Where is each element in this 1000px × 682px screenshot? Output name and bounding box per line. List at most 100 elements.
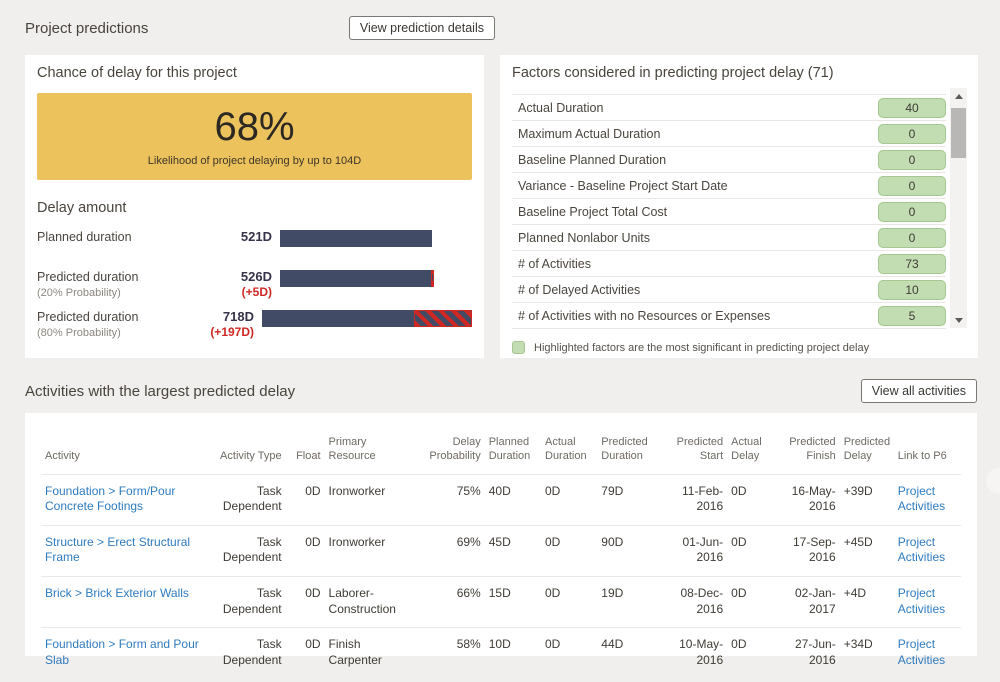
view-all-activities-button[interactable]: View all activities (860, 379, 977, 403)
factor-value-badge: 0 (878, 227, 946, 248)
factors-legend: Highlighted factors are the most signifi… (512, 341, 966, 354)
delay-bar-row: Predicted duration (20% Probability) 526… (37, 269, 472, 309)
delay-row-label: Predicted duration (37, 270, 139, 284)
factors-panel: Factors considered in predicting project… (500, 55, 978, 358)
cell-activity-type: Task Dependent (209, 473, 286, 526)
planned-duration-bar (280, 230, 432, 247)
column-header[interactable]: Predicted Duration (601, 436, 648, 463)
column-header[interactable]: Predicted Start (676, 436, 724, 463)
cell-predicted-start: 01-Jun-2016 (660, 524, 728, 577)
cell-delay-probability: 69% (419, 524, 485, 577)
cell-actual-duration: 0D (541, 473, 598, 526)
factor-label: Baseline Project Total Cost (518, 204, 668, 219)
cell-actual-delay: 0D (727, 627, 777, 679)
activity-link[interactable]: Foundation > Form/Pour Concrete Footings (45, 483, 176, 514)
factor-row: Maximum Actual Duration 0 (512, 121, 946, 147)
delay-probability-banner: 68% Likelihood of project delaying by up… (37, 93, 472, 180)
overrun-hatch (431, 270, 434, 287)
cell-predicted-finish: 27-Jun-2016 (776, 627, 840, 679)
cell-predicted-delay: +34D (839, 627, 894, 679)
column-header[interactable]: Activity Type (220, 450, 282, 463)
factor-value-badge: 40 (878, 97, 946, 118)
chance-of-delay-panel: Chance of delay for this project 68% Lik… (25, 55, 484, 358)
activity-link[interactable]: Structure > Erect Structural Frame (45, 534, 191, 565)
column-header[interactable]: Predicted Finish (789, 436, 836, 463)
cell-predicted-start: 10-May-2016 (660, 627, 728, 679)
factor-label: Variance - Baseline Project Start Date (518, 178, 728, 193)
activity-link[interactable]: Foundation > Form and Pour Slab (45, 637, 199, 667)
column-header[interactable]: Planned Duration (488, 436, 531, 463)
cell-float: 0D (285, 473, 325, 526)
column-header[interactable]: Float (296, 450, 321, 463)
delay-row-value: 521D (240, 229, 272, 244)
project-activities-link[interactable]: Project Activities (897, 637, 946, 667)
view-prediction-details-button[interactable]: View prediction details (348, 16, 495, 40)
factor-row: Baseline Planned Duration 0 (512, 147, 946, 173)
factors-panel-title: Factors considered in predicting project… (512, 65, 834, 81)
delay-row-delta: (+197D) (210, 324, 254, 339)
cell-float: 0D (285, 575, 325, 628)
cell-predicted-duration: 90D (597, 524, 661, 577)
cell-predicted-finish: 02-Jan-2017 (776, 575, 840, 628)
scroll-up-icon[interactable] (950, 88, 967, 104)
factor-label: Planned Nonlabor Units (518, 230, 651, 245)
scroll-down-icon[interactable] (950, 312, 967, 328)
delay-amount-chart: Planned duration 521D Predicted duration… (37, 229, 472, 349)
column-header[interactable]: Link to P6 (897, 450, 947, 463)
cell-predicted-delay: +39D (839, 473, 894, 526)
factor-label: Maximum Actual Duration (518, 126, 661, 141)
column-header[interactable]: Actual Delay (731, 436, 762, 463)
overrun-hatch (414, 310, 472, 327)
cell-predicted-finish: 17-Sep-2016 (776, 524, 840, 577)
cell-primary-resource: Ironworker (324, 524, 420, 577)
column-header[interactable]: Delay Probability (429, 436, 481, 463)
activity-link[interactable]: Brick > Brick Exterior Walls (45, 585, 189, 600)
delay-probability-percent: 68% (214, 104, 295, 149)
predicted-duration-20-bar (280, 270, 434, 287)
cell-actual-duration: 0D (541, 627, 598, 679)
cell-actual-duration: 0D (541, 524, 598, 577)
project-activities-link[interactable]: Project Activities (897, 483, 946, 514)
cell-actual-delay: 0D (727, 473, 777, 526)
factor-label: # of Activities (518, 256, 591, 271)
top-cards-row: Chance of delay for this project 68% Lik… (25, 55, 1000, 358)
table-row: Foundation > Form and Pour Slab Task Dep… (41, 627, 961, 679)
factor-value-badge: 0 (878, 175, 946, 196)
cell-activity-type: Task Dependent (209, 575, 286, 628)
column-header[interactable]: Activity (45, 450, 80, 463)
delay-row-label: Predicted duration (37, 310, 139, 324)
legend-green-swatch-icon (512, 341, 525, 354)
factor-label: Actual Duration (518, 100, 604, 115)
column-header[interactable]: Actual Duration (545, 436, 587, 463)
column-header[interactable]: Primary Resource (328, 436, 376, 463)
delay-bar-row: Predicted duration (80% Probability) 718… (37, 309, 472, 349)
activities-table-card: Activity Activity Type Float Primary Res… (25, 413, 977, 679)
factors-scrollbar[interactable] (950, 88, 967, 328)
activities-title: Activities with the largest predicted de… (25, 382, 296, 400)
delay-row-delta: (+5D) (241, 284, 272, 299)
cell-delay-probability: 66% (419, 575, 485, 628)
project-activities-link[interactable]: Project Activities (897, 585, 946, 616)
factor-value-badge: 0 (878, 123, 946, 144)
cell-actual-delay: 0D (727, 524, 777, 577)
column-header[interactable]: Predicted Delay (843, 436, 891, 463)
cell-planned-duration: 40D (484, 473, 541, 526)
table-row: Structure > Erect Structural Frame Task … (41, 524, 961, 577)
factors-list: Actual Duration 40 Maximum Actual Durati… (512, 94, 946, 329)
table-header-row: Activity Activity Type Float Primary Res… (41, 415, 961, 474)
factor-value-badge: 0 (878, 201, 946, 222)
cell-activity-type: Task Dependent (209, 524, 286, 577)
cell-activity-type: Task Dependent (209, 627, 286, 679)
project-activities-link[interactable]: Project Activities (897, 534, 946, 565)
cell-delay-probability: 58% (419, 627, 485, 679)
delay-row-sublabel: (80% Probability) (37, 326, 121, 339)
page-title: Project predictions (25, 19, 149, 37)
scrollbar-thumb[interactable] (951, 108, 966, 158)
chance-panel-title: Chance of delay for this project (37, 65, 237, 81)
cell-predicted-start: 11-Feb-2016 (660, 473, 728, 526)
cell-float: 0D (285, 627, 325, 679)
cell-primary-resource: Finish Carpenter (324, 627, 420, 679)
cell-primary-resource: Laborer-Construction (324, 575, 420, 628)
table-row: Foundation > Form/Pour Concrete Footings… (41, 473, 961, 526)
cell-predicted-delay: +45D (839, 524, 894, 577)
